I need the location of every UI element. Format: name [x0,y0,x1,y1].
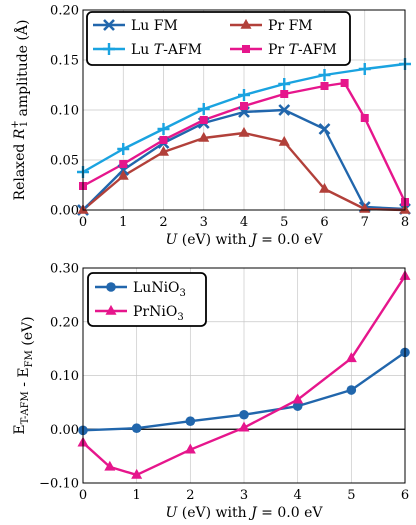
data-point-lu-fm [278,104,291,116]
bottom-legend: LuNiO3 PrNiO3 [87,272,207,327]
data-point-pr-fm [278,135,290,146]
top-legend: Lu FM Pr FM Lu T-AFM Pr T-AFM [86,11,351,66]
legend-label-lu-t-afm: Lu T-AFM [131,42,202,58]
legend-marker-lu-fm [103,19,115,31]
y-tick-label: 0.20 [50,315,79,330]
data-point-lunio3 [292,401,303,411]
x-tick-label: 2 [159,215,167,230]
series-line-prnio3 [82,275,407,477]
x-tick-label: 6 [401,488,409,503]
data-point-lunio3 [185,416,196,426]
legend-marker-pr-fm [240,18,252,29]
legend-label-lunio3: LuNiO3 [133,280,186,299]
y-tick-label: 0.10 [50,369,79,384]
data-point-pr-t-afm [240,102,248,110]
bottom-x-tick-labels: 0 1 2 3 4 5 6 [79,488,409,503]
bottom-x-axis-label: U (eV) with J = 0.0 eV [166,505,324,521]
data-point-lunio3 [239,409,249,420]
x-tick-label: 0 [79,215,87,230]
legend-box [86,11,351,66]
data-point-lunio3 [131,423,142,433]
y-tick-label: 0.30 [50,262,79,277]
data-point-prnio3 [104,460,116,471]
x-tick-label: 3 [200,215,208,230]
data-point-pr-t-afm [360,114,369,122]
data-point-lunio3 [346,385,357,395]
data-point-pr-t-afm [340,79,349,87]
y-tick-label: 0.05 [50,154,79,169]
data-point-pr-fm [157,145,170,156]
data-point-prnio3 [184,443,196,454]
data-point-pr-fm [238,126,250,137]
y-tick-label: 0.10 [50,104,79,119]
x-tick-label: 8 [401,215,409,230]
data-point-pr-fm [117,169,129,180]
data-point-lu-t-afm [318,69,331,81]
data-point-prnio3 [292,393,304,404]
data-point-lu-t-afm [358,63,371,75]
x-tick-label: 5 [280,215,288,230]
top-y-axis-label: Relaxed R+1 amplitude (Å) [10,20,31,201]
top-panel: 0 1 2 3 4 5 6 7 8 0.00 0.05 0.10 0.15 0.20 U (eV) wi… [10,4,411,248]
data-point-pr-t-afm [320,82,329,90]
bottom-y-axis-label: ET-AFM - EFM (eV) [12,316,36,434]
legend-marker-prnio3 [105,304,117,315]
data-point-pr-fm [318,182,331,193]
legend-marker-pr-t-afm [242,45,250,53]
legend-label-pr-t-afm: Pr T-AFM [268,42,337,58]
legend-label-lu-fm: Lu FM [131,18,178,34]
y-tick-label: −0.10 [39,477,79,492]
legend-marker-lunio3 [106,282,116,292]
bottom-panel: 0 1 2 3 4 5 6 −0.10 0.00 0.10 0.20 0.30 U (eV) wit… [12,262,411,521]
legend-label-prnio3: PrNiO3 [133,304,184,323]
x-tick-label: 6 [320,215,328,230]
legend-label-pr-fm: Pr FM [268,18,313,34]
data-point-lu-fm [318,123,331,135]
data-point-pr-t-afm [280,90,289,98]
y-tick-label: 0.00 [50,204,79,219]
x-tick-label: 4 [294,488,302,503]
data-point-prnio3 [238,421,250,432]
top-x-tick-labels: 0 1 2 3 4 5 6 7 8 [79,215,409,230]
x-tick-label: 4 [240,215,248,230]
y-tick-label: 0.20 [50,4,79,19]
data-point-pr-t-afm [199,116,208,124]
bottom-y-tick-labels: −0.10 0.00 0.10 0.20 0.30 [39,262,79,492]
x-tick-label: 2 [186,488,194,503]
y-tick-label: 0.00 [50,423,79,438]
legend-marker-lu-t-afm [103,43,115,55]
top-plot-frame [82,9,406,211]
top-y-tick-labels: 0.00 0.05 0.10 0.15 0.20 [50,4,79,219]
x-tick-label: 7 [361,215,369,230]
bottom-plot-frame [82,267,406,484]
data-point-lu-t-afm [117,143,130,155]
bottom-series-markers [77,269,411,479]
data-point-lu-t-afm [278,78,291,90]
x-tick-label: 0 [79,488,87,503]
data-point-prnio3 [345,352,357,363]
series-line-pr-t-afm [82,81,407,203]
data-point-lu-t-afm [238,89,250,101]
top-x-axis-label: U (eV) with J = 0.0 eV [166,232,324,248]
data-point-pr-fm [198,131,210,142]
data-point-lu-t-afm [157,123,170,135]
x-tick-label: 3 [240,488,248,503]
y-tick-label: 0.15 [50,54,79,69]
data-point-pr-t-afm [159,136,168,144]
x-tick-label: 1 [133,488,141,503]
data-point-lu-t-afm [197,103,210,115]
data-point-prnio3 [131,468,143,479]
x-tick-label: 1 [119,215,127,230]
x-tick-label: 5 [347,488,355,503]
data-point-pr-t-afm [119,160,128,168]
